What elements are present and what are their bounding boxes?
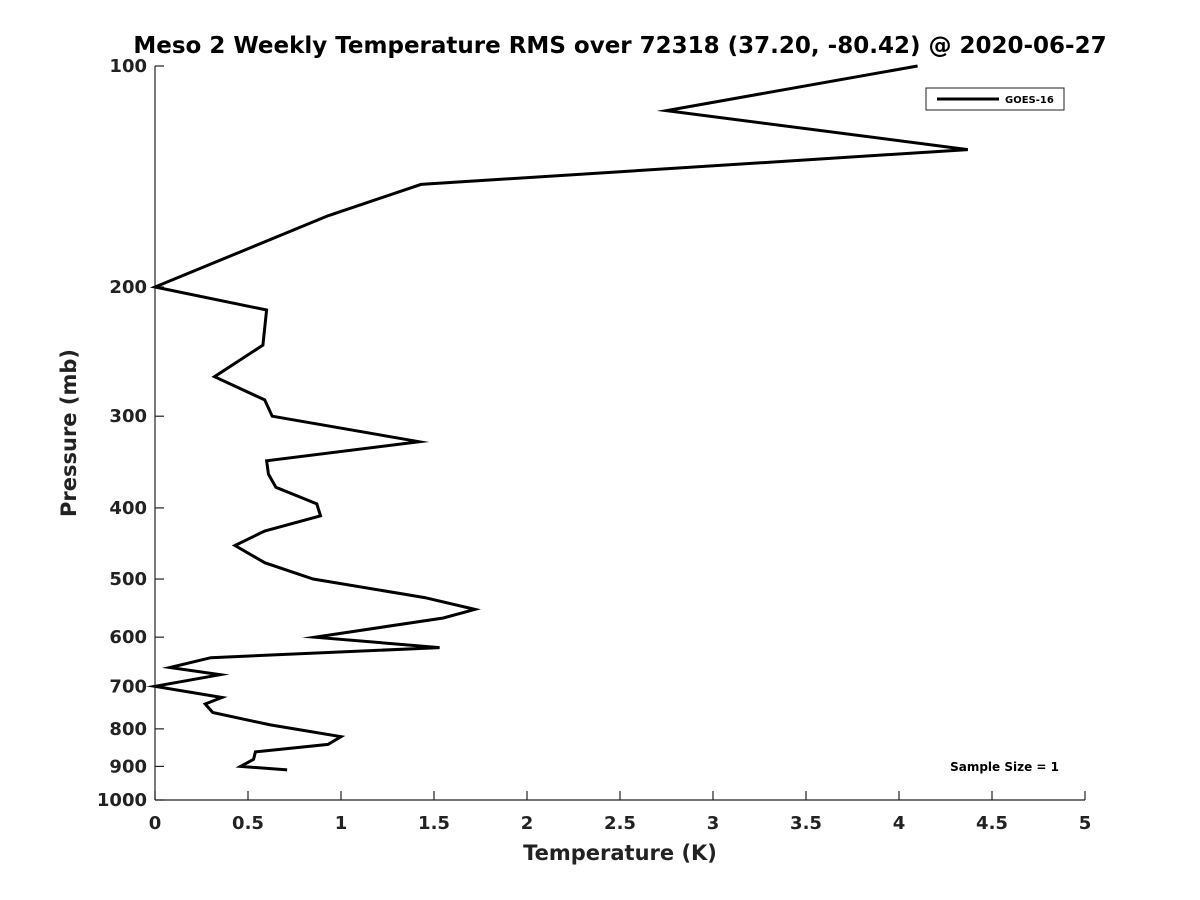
- y-tick-label: 300: [109, 406, 147, 427]
- y-tick-label: 400: [109, 498, 147, 519]
- plot-area: [154, 66, 1085, 801]
- y-tick-label: 500: [109, 569, 147, 590]
- x-ticks: 0 0.5 1 1.5 2 2.5 3 3.5 4 4.5 5: [149, 791, 1092, 834]
- x-tick-label: 0.5: [232, 813, 264, 834]
- sample-size-annotation: Sample Size = 1: [950, 760, 1059, 774]
- y-tick-label: 800: [109, 719, 147, 740]
- x-tick-label: 3.5: [790, 813, 822, 834]
- x-axis-label: Temperature (K): [523, 841, 717, 865]
- y-ticks: 100 200 300 400 500 600 700 800 900 1000: [97, 56, 164, 811]
- x-tick-label: 2.5: [604, 813, 636, 834]
- y-tick-label: 700: [109, 676, 147, 697]
- x-tick-label: 4.5: [976, 813, 1008, 834]
- chart-title: Meso 2 Weekly Temperature RMS over 72318…: [133, 33, 1106, 59]
- legend: GOES-16: [925, 87, 1065, 111]
- x-tick-label: 5: [1079, 813, 1092, 834]
- x-tick-label: 1.5: [418, 813, 450, 834]
- series-line-goes-16: [146, 64, 968, 772]
- series-layer: [146, 64, 968, 772]
- y-tick-label: 1000: [97, 790, 147, 811]
- y-tick-label: 600: [109, 627, 147, 648]
- x-tick-label: 0: [149, 813, 162, 834]
- y-tick-label: 100: [109, 56, 147, 77]
- x-tick-label: 2: [521, 813, 534, 834]
- x-tick-label: 3: [707, 813, 720, 834]
- x-tick-label: 1: [335, 813, 348, 834]
- x-tick-label: 4: [893, 813, 906, 834]
- y-tick-label: 900: [109, 756, 147, 777]
- y-axis-label: Pressure (mb): [57, 349, 81, 517]
- legend-label: GOES-16: [1005, 95, 1054, 106]
- y-tick-label: 200: [109, 277, 147, 298]
